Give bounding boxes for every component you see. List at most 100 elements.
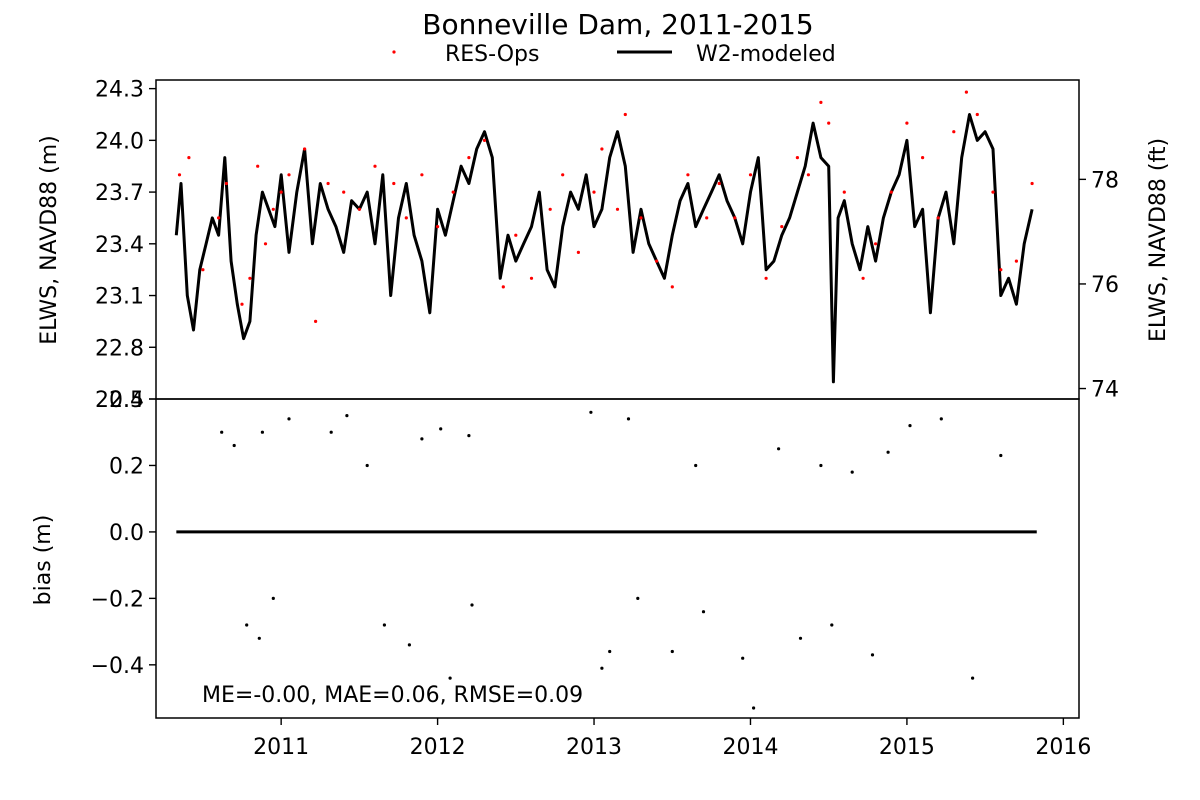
point-bias	[220, 430, 224, 434]
y-tick-label: 24.3	[95, 78, 144, 103]
point-res-ops	[314, 319, 318, 323]
point-res-ops	[217, 216, 221, 220]
point-res-ops	[279, 190, 283, 194]
point-res-ops	[921, 156, 925, 160]
point-res-ops	[404, 216, 408, 220]
point-bias	[407, 643, 411, 647]
bottom-panel-data	[176, 410, 1037, 710]
point-res-ops	[806, 173, 811, 177]
point-bias	[701, 610, 706, 614]
point-res-ops	[827, 121, 831, 125]
point-res-ops	[451, 190, 455, 194]
point-bias	[470, 603, 474, 607]
point-res-ops	[240, 302, 244, 306]
point-res-ops	[964, 90, 969, 94]
point-res-ops	[420, 173, 424, 177]
point-bias	[420, 437, 424, 441]
point-bias	[777, 447, 781, 451]
point-res-ops	[780, 225, 784, 229]
point-res-ops	[639, 216, 643, 220]
point-res-ops	[326, 181, 330, 186]
point-res-ops	[686, 173, 690, 177]
point-res-ops	[764, 276, 768, 280]
point-res-ops	[592, 190, 596, 194]
y-tick-label: 22.5	[95, 388, 144, 413]
point-bias	[608, 649, 612, 654]
y-tick-label: 0.4	[109, 388, 144, 413]
point-bias	[939, 417, 943, 421]
point-bias	[600, 666, 604, 670]
point-res-ops	[842, 190, 846, 194]
point-res-ops	[615, 207, 620, 211]
point-bias	[232, 443, 236, 448]
point-bias	[870, 653, 875, 657]
right-y-tick-label: 76	[1091, 273, 1119, 298]
point-res-ops	[392, 181, 396, 186]
top-right-y-axis-label: ELWS, NAVD88 (ft)	[1146, 138, 1171, 342]
top-panel: 22.5 22.8 23.1 23.4 23.7 24.0 24.3 74 76 78 ELWS…	[37, 78, 1171, 413]
right-y-tick-label: 74	[1091, 378, 1119, 403]
point-res-ops	[373, 164, 377, 168]
point-res-ops	[991, 190, 995, 194]
point-bias	[260, 430, 264, 434]
point-res-ops	[256, 164, 260, 168]
point-bias	[271, 596, 275, 601]
x-tick-label: 2015	[879, 735, 935, 760]
point-bias	[819, 463, 823, 468]
point-res-ops	[187, 156, 191, 160]
point-bias	[741, 656, 745, 660]
point-res-ops	[975, 112, 979, 117]
point-bias	[257, 636, 261, 640]
point-res-ops	[561, 173, 565, 177]
point-res-ops	[224, 181, 228, 186]
top-panel-data	[174, 90, 1034, 384]
x-tick-label: 2011	[253, 735, 309, 760]
point-res-ops	[529, 276, 534, 280]
point-res-ops	[623, 112, 627, 117]
point-res-ops	[655, 259, 659, 263]
point-res-ops	[177, 173, 182, 177]
point-res-ops	[263, 242, 268, 246]
point-res-ops	[874, 242, 878, 246]
series-line-w2-modeled	[174, 113, 1034, 384]
point-res-ops	[482, 138, 487, 142]
bottom-y-axis-label: bias (m)	[31, 515, 56, 606]
point-bias	[670, 649, 674, 654]
point-bias	[345, 414, 349, 418]
point-res-ops	[670, 285, 674, 289]
point-res-ops	[287, 173, 291, 177]
point-bias	[439, 427, 443, 431]
bottom-panel-frame	[155, 398, 1080, 719]
point-res-ops	[905, 121, 909, 125]
point-res-ops	[861, 276, 865, 280]
point-res-ops	[999, 268, 1003, 272]
legend-label-res-ops: RES-Ops	[445, 42, 539, 67]
point-res-ops	[1014, 259, 1019, 263]
point-bias	[589, 410, 593, 414]
point-bias	[830, 623, 834, 627]
point-res-ops	[436, 225, 440, 229]
point-res-ops	[717, 181, 721, 186]
point-res-ops	[733, 216, 737, 220]
y-tick-label: 24.0	[95, 129, 144, 154]
x-tick-label: 2012	[410, 735, 466, 760]
point-bias	[626, 417, 631, 421]
point-bias	[694, 463, 698, 468]
point-bias	[636, 596, 640, 601]
point-bias	[798, 636, 803, 640]
point-res-ops	[467, 156, 471, 160]
point-bias	[365, 463, 369, 468]
legend-marker-res-ops	[392, 50, 396, 54]
chart-title: Bonneville Dam, 2011-2015	[422, 8, 814, 41]
bottom-y-axis-ticks: −0.4 −0.2 0.0 0.2 0.4	[91, 388, 156, 679]
top-y-axis-label: ELWS, NAVD88 (m)	[37, 135, 62, 345]
y-tick-label: −0.4	[91, 654, 144, 679]
y-tick-label: 0.0	[109, 521, 144, 546]
x-axis-ticks: 2011 2012 2013 2014 2015 2016	[253, 718, 1091, 760]
legend-label-w2-modeled: W2-modeled	[696, 42, 836, 67]
point-res-ops	[303, 147, 307, 151]
y-tick-label: 23.1	[95, 285, 144, 310]
point-res-ops	[501, 285, 505, 289]
point-res-ops	[705, 216, 709, 220]
